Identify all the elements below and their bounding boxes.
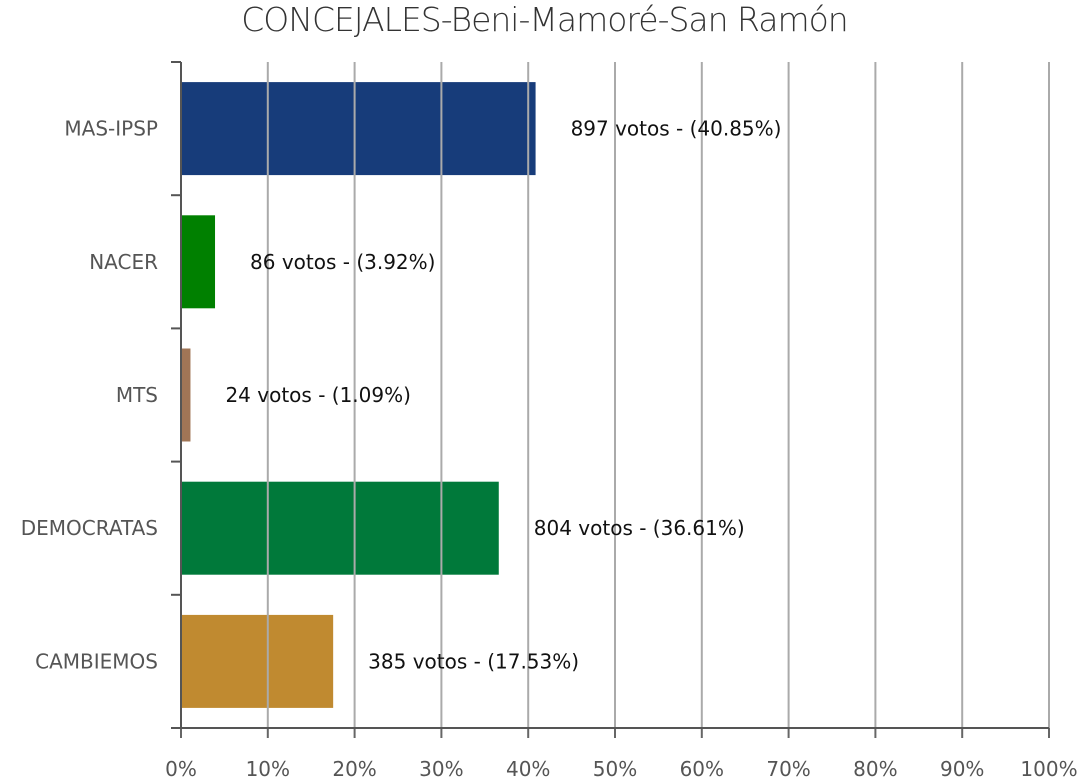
chart-title: CONCEJALES-Beni-Mamoré-San Ramón	[241, 0, 848, 39]
data-label: 897 votos - (40.85%)	[571, 117, 782, 141]
category-label: NACER	[89, 250, 158, 274]
category-label: MAS-IPSP	[64, 117, 158, 141]
category-label: MTS	[116, 383, 158, 407]
x-tick-label: 60%	[680, 757, 724, 781]
x-tick-label: 100%	[1020, 757, 1077, 781]
category-label: DEMOCRATAS	[21, 516, 158, 540]
x-tick-label: 70%	[766, 757, 810, 781]
x-tick-label: 50%	[593, 757, 637, 781]
x-tick-label: 20%	[332, 757, 376, 781]
x-tick-label: 30%	[419, 757, 463, 781]
data-label: 24 votos - (1.09%)	[225, 383, 410, 407]
x-tick-label: 80%	[853, 757, 897, 781]
data-label: 385 votos - (17.53%)	[368, 649, 579, 673]
bar-mas-ipsp	[181, 82, 536, 176]
data-label: 804 votos - (36.61%)	[534, 516, 745, 540]
bar-mts	[181, 348, 191, 442]
bar-nacer	[181, 215, 216, 309]
category-label: CAMBIEMOS	[35, 649, 158, 673]
x-tick-label: 0%	[165, 757, 197, 781]
x-tick-label: 10%	[246, 757, 290, 781]
data-label: 86 votos - (3.92%)	[250, 250, 435, 274]
x-tick-label: 90%	[940, 757, 984, 781]
bar-cambiemos	[181, 614, 334, 708]
x-tick-label: 40%	[506, 757, 550, 781]
bar-democratas	[181, 481, 499, 575]
